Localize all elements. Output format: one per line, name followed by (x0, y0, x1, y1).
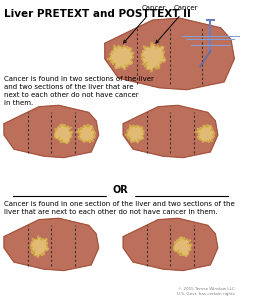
Text: Cancer is found in one section of the liver and two sections of the
liver that a: Cancer is found in one section of the li… (4, 200, 234, 214)
Text: Liver PRETEXT and POSTTEXT II: Liver PRETEXT and POSTTEXT II (4, 9, 191, 19)
Polygon shape (174, 237, 192, 256)
Text: Cancer: Cancer (156, 5, 198, 43)
Polygon shape (125, 125, 144, 143)
Polygon shape (123, 105, 218, 158)
Polygon shape (123, 218, 218, 271)
Polygon shape (76, 124, 95, 142)
Polygon shape (31, 236, 48, 258)
Polygon shape (105, 18, 234, 90)
Text: © 2015 Terese Winslow LLC
U.S. Govt. has certain rights: © 2015 Terese Winslow LLC U.S. Govt. has… (177, 287, 235, 296)
Polygon shape (55, 124, 73, 144)
Text: Cancer is found in two sections of the liver
and two sections of the liver that : Cancer is found in two sections of the l… (4, 76, 154, 106)
Polygon shape (195, 124, 214, 142)
Text: Cancer: Cancer (124, 5, 166, 43)
Text: OR: OR (113, 184, 128, 195)
Polygon shape (4, 218, 99, 271)
Polygon shape (107, 45, 134, 70)
Polygon shape (4, 105, 99, 158)
Polygon shape (141, 42, 166, 72)
